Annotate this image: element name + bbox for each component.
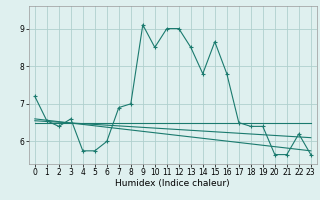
X-axis label: Humidex (Indice chaleur): Humidex (Indice chaleur)	[116, 179, 230, 188]
